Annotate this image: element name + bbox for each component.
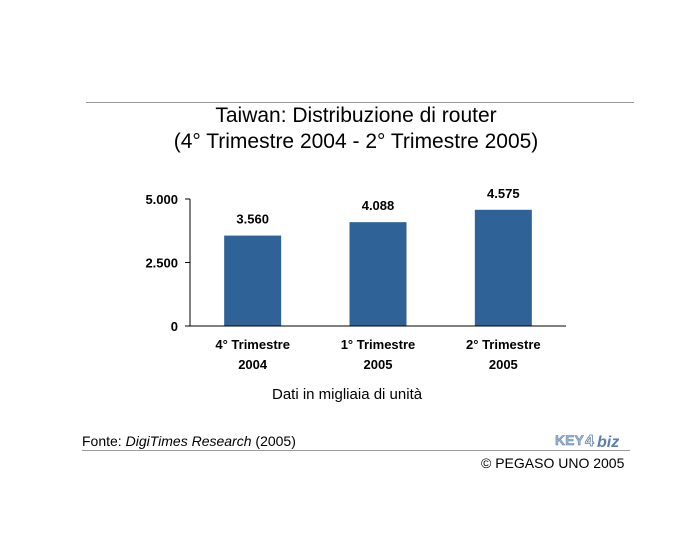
bar xyxy=(224,235,282,326)
y-tick-label: 0 xyxy=(171,319,178,334)
x-tick-label: 2004 xyxy=(238,357,268,372)
svg-text:KEY: KEY xyxy=(555,432,584,448)
bar-value-label: 4.088 xyxy=(362,198,395,213)
top-divider xyxy=(86,102,634,103)
x-tick-label: 2005 xyxy=(364,357,393,372)
y-tick-label: 5.000 xyxy=(145,192,178,207)
svg-text:4: 4 xyxy=(585,433,594,450)
bar xyxy=(474,209,532,326)
source-name: DigiTimes Research xyxy=(125,433,252,449)
chart-title-line2: (4° Trimestre 2004 - 2° Trimestre 2005) xyxy=(173,130,539,153)
bar xyxy=(349,222,407,326)
source-note: Fonte: DigiTimes Research (2005) xyxy=(82,433,296,449)
svg-text:biz: biz xyxy=(597,434,619,451)
bar-value-label: 4.575 xyxy=(487,186,520,201)
bar-value-label: 3.560 xyxy=(236,212,269,227)
x-tick-label: 2° Trimestre xyxy=(466,337,541,352)
bottom-divider xyxy=(82,450,630,451)
x-tick-label: 4° Trimestre xyxy=(215,337,290,352)
x-tick-label: 2005 xyxy=(489,357,518,372)
source-prefix: Fonte: xyxy=(82,433,126,449)
x-tick-label: 1° Trimestre xyxy=(341,337,416,352)
chart-title-line1: Taiwan: Distribuzione di router xyxy=(215,104,497,127)
copyright: © PEGASO UNO 2005 xyxy=(481,455,625,471)
source-suffix: (2005) xyxy=(251,433,296,449)
key4biz-logo: KEY 4 biz xyxy=(555,432,619,451)
unit-note: Dati in migliaia di unità xyxy=(272,386,423,403)
y-tick-label: 2.500 xyxy=(145,256,178,271)
